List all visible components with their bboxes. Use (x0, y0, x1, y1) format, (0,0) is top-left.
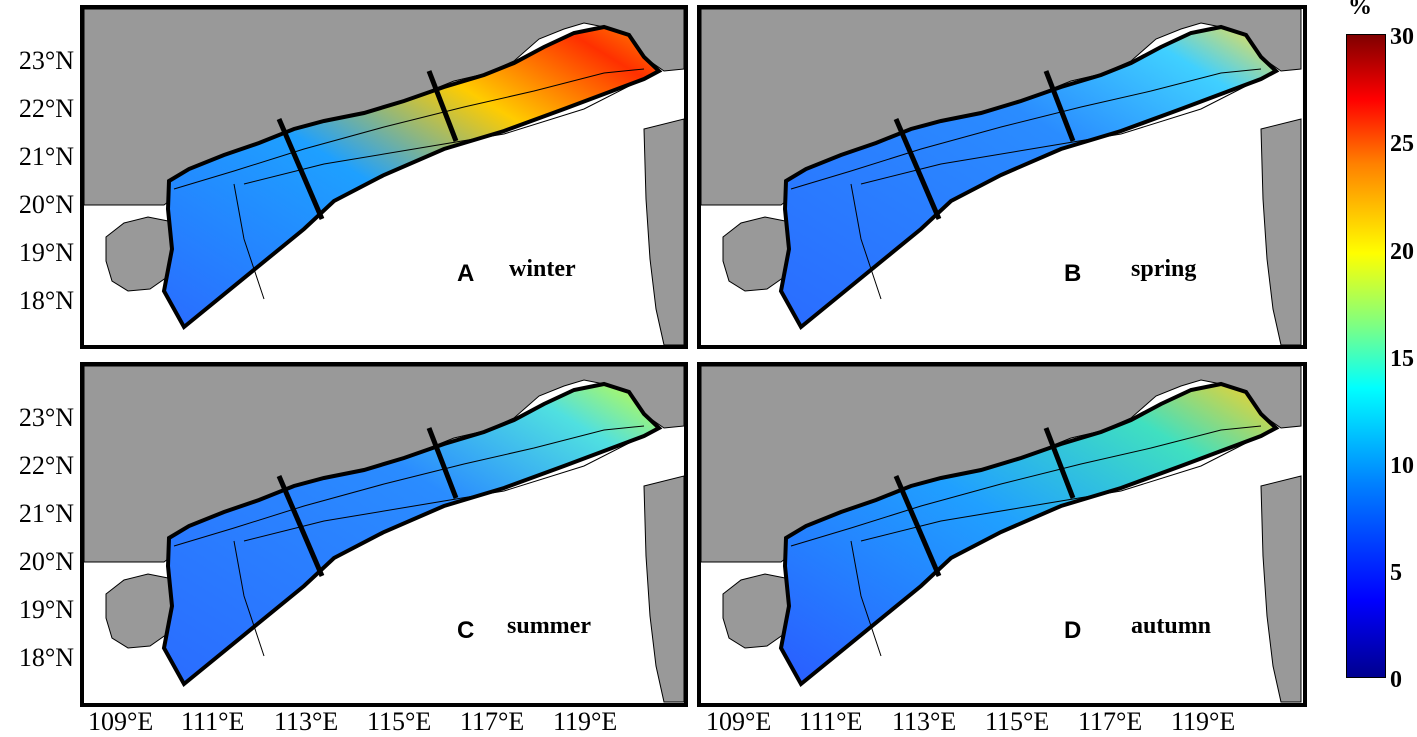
lat-label-23n-top: 23°N (18, 46, 74, 75)
map-svg (701, 9, 1302, 345)
lat-label-22n-top: 22°N (18, 94, 74, 123)
season-label-spring: spring (1131, 256, 1197, 282)
lon-label-113e-left: 113°E (274, 707, 339, 736)
lon-label-115e-right: 115°E (985, 707, 1050, 736)
isobath-contour-line (850, 80, 1257, 300)
isobath-contour-line (790, 68, 1262, 190)
map-panel-summer (80, 362, 688, 707)
lon-label-111e-left: 111°E (181, 707, 245, 736)
season-label-winter: winter (509, 256, 576, 282)
lat-label-22n-bottom: 22°N (18, 451, 74, 480)
taiwan-island-shape (643, 475, 684, 703)
lat-label-21n-top: 21°N (18, 142, 74, 171)
lon-label-117e-right: 117°E (1078, 707, 1143, 736)
taiwan-island-shape (1260, 118, 1302, 345)
colorbar-tick-20: 20 (1390, 239, 1414, 265)
isobath-contour-line (173, 425, 645, 547)
shelf-domain-fill (781, 384, 1276, 684)
colorbar-tick-15: 15 (1390, 346, 1414, 372)
map-panel-autumn (697, 362, 1307, 707)
lat-label-18n-top: 18°N (18, 286, 74, 315)
colorbar-unit: % (1348, 0, 1372, 20)
colorbar-tick-0: 0 (1390, 667, 1402, 693)
lat-label-19n-bottom: 19°N (18, 595, 74, 624)
map-panel-winter (80, 5, 688, 349)
taiwan-island-shape (643, 118, 684, 345)
map-svg (84, 366, 684, 703)
season-label-summer: summer (507, 613, 591, 639)
panel-letter-c: C (457, 617, 475, 644)
lon-label-119e-left: 119°E (553, 707, 618, 736)
section-boundary-line-2 (426, 427, 459, 499)
lat-label-20n-top: 20°N (18, 190, 74, 219)
lat-label-21n-bottom: 21°N (18, 499, 74, 528)
map-panel-spring (697, 5, 1307, 349)
colorbar-tick-30: 30 (1390, 24, 1414, 50)
shelf-domain-outline (161, 24, 663, 331)
section-boundary-line-1 (276, 475, 325, 577)
lon-label-117e-left: 117°E (460, 707, 525, 736)
panel-letter-d: D (1064, 617, 1082, 644)
isobath-contour-line (173, 68, 645, 190)
panel-letter-b: B (1064, 260, 1082, 287)
taiwan-island-shape (1260, 475, 1302, 703)
map-svg (84, 9, 684, 345)
shelf-domain-outline (778, 24, 1280, 331)
lat-label-20n-bottom: 20°N (18, 547, 74, 576)
section-boundary-line-2 (1043, 70, 1076, 142)
lon-label-113e-right: 113°E (892, 707, 957, 736)
section-boundary-line-1 (276, 118, 325, 220)
lat-label-23n-bottom: 23°N (18, 403, 74, 432)
shelf-domain-fill (164, 27, 659, 327)
lat-label-18n-bottom: 18°N (18, 643, 74, 672)
colorbar-tick-10: 10 (1390, 453, 1414, 479)
isobath-contour-line (233, 80, 640, 300)
shelf-domain-fill (781, 27, 1276, 327)
shelf-domain-outline (161, 381, 663, 688)
isobath-contour-line (233, 437, 640, 657)
isobath-contour-line (850, 437, 1257, 657)
isobath-contour-line (790, 425, 1262, 547)
section-boundary-line-2 (426, 70, 459, 142)
lat-label-19n-top: 19°N (18, 238, 74, 267)
map-svg (701, 366, 1302, 703)
colorbar-tick-25: 25 (1390, 131, 1414, 157)
lon-label-119e-right: 119°E (1171, 707, 1236, 736)
lon-label-111e-right: 111°E (799, 707, 863, 736)
section-boundary-line-2 (1043, 427, 1076, 499)
shelf-domain-outline (778, 381, 1280, 688)
season-label-autumn: autumn (1131, 613, 1212, 639)
lon-label-109e-left: 109°E (88, 707, 154, 736)
panel-letter-a: A (457, 260, 475, 287)
lon-label-115e-left: 115°E (367, 707, 432, 736)
shelf-domain-fill (164, 384, 659, 684)
colorbar (1346, 34, 1386, 678)
colorbar-tick-5: 5 (1390, 560, 1402, 586)
lon-label-109e-right: 109°E (706, 707, 772, 736)
section-boundary-line-1 (893, 475, 942, 577)
section-boundary-line-1 (893, 118, 942, 220)
